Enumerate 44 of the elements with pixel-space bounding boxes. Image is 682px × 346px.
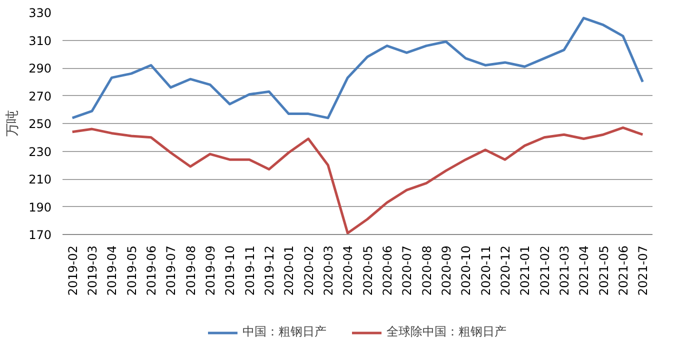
x-tick-label: 2020-11 (478, 246, 493, 296)
y-tick-label: 190 (28, 200, 52, 214)
y-tick-label: 250 (28, 117, 52, 131)
x-tick-label: 2019-09 (204, 246, 218, 296)
line-series (71, 126, 644, 234)
x-tick-label: 2019-06 (144, 246, 158, 296)
x-tick-label: 2021-06 (616, 246, 630, 296)
x-tick-label: 2020-02 (302, 246, 316, 296)
x-tick-label: 2019-10 (223, 246, 238, 296)
x-tick-label: 2019-02 (66, 246, 80, 296)
y-tick-label: 310 (28, 34, 52, 48)
x-tick-label: 2021-07 (636, 246, 650, 296)
x-tick-label: 2020-07 (400, 246, 414, 296)
x-tick-label: 2020-03 (322, 246, 336, 296)
x-tick-label: 2021-02 (538, 246, 552, 296)
x-tick-label: 2021-01 (518, 246, 532, 296)
x-tick-label: 2019-03 (86, 246, 100, 296)
y-tick-label: 230 (28, 144, 52, 159)
x-tick-label: 2019-08 (184, 246, 198, 296)
x-tick-label: 2019-11 (242, 246, 257, 296)
legend-label: 全球除中国：粗钢日产 (386, 324, 506, 340)
x-tick-label: 2019-12 (262, 246, 276, 296)
y-tick-label: 330 (28, 6, 52, 20)
line-series (71, 16, 644, 120)
x-tick-label: 2020-10 (459, 246, 474, 296)
x-tick-label: 2021-03 (558, 246, 572, 296)
y-tick-label: 170 (28, 228, 52, 242)
x-tick-label: 2021-05 (596, 246, 611, 296)
x-tick-label: 2020-12 (498, 246, 512, 296)
x-tick-label: 2020-08 (420, 246, 434, 296)
x-tick-label: 2020-04 (341, 246, 356, 296)
x-tick-label: 2020-01 (282, 246, 296, 296)
x-tick-label: 2020-09 (440, 246, 454, 296)
x-tick-label: 2019-07 (164, 246, 178, 296)
y-tick-label: 210 (28, 172, 52, 186)
y-axis-title: 万吨 (6, 110, 21, 136)
x-tick-label: 2020-05 (360, 246, 375, 296)
y-tick-label: 290 (28, 62, 52, 76)
y-tick-label: 270 (28, 89, 52, 104)
x-tick-label: 2021-04 (577, 246, 592, 296)
legend-label: 中国：粗钢日产 (242, 324, 326, 340)
x-tick-label: 2020-06 (380, 246, 394, 296)
x-tick-label: 2019-05 (124, 246, 139, 296)
x-tick-label: 2019-04 (105, 246, 120, 296)
